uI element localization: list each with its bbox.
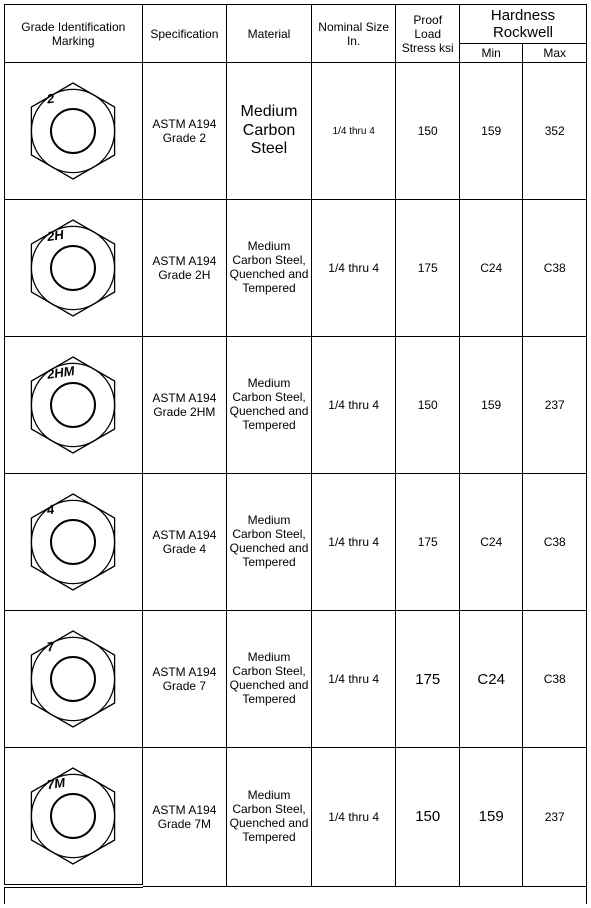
cell-material: Medium Carbon Steel	[227, 63, 312, 200]
table-body: 2 ASTM A194 Grade 2Medium Carbon Steel1/…	[5, 63, 587, 905]
hdr-max: Max	[523, 44, 587, 63]
cell-material: Medium Carbon Steel, Quenched and Temper…	[227, 748, 312, 887]
cell-max: 352	[523, 63, 587, 200]
cell-min: 159	[459, 748, 522, 887]
cell-material: Medium Carbon Steel, Quenched and Temper…	[227, 337, 312, 474]
nut-icon: 7M	[17, 760, 129, 872]
cell-min: C24	[459, 474, 522, 611]
hdr-proof: Proof Load Stress ksi	[396, 5, 459, 63]
cell-spec: ASTM A194 Grade 7M	[142, 748, 227, 887]
hdr-hardness: Hardness Rockwell	[459, 5, 586, 44]
cell-max: C38	[523, 474, 587, 611]
cell-grade-id: 7M	[5, 748, 143, 887]
cell-max: C38	[523, 611, 587, 748]
cell-spec: ASTM A194 Grade 2HM	[142, 337, 227, 474]
cell-nominal: 1/4 thru 4	[311, 474, 396, 611]
cell-proof: 175	[396, 200, 459, 337]
cell-spec: ASTM A194 Grade 2H	[142, 200, 227, 337]
nut-icon: 4	[17, 486, 129, 598]
cell-material: Medium Carbon Steel, Quenched and Temper…	[227, 474, 312, 611]
cell-material: Medium Carbon Steel, Quenched and Temper…	[227, 200, 312, 337]
nut-icon: 2H	[17, 212, 129, 324]
cell-grade-id: 2H	[5, 200, 143, 337]
nut-icon: 2	[17, 75, 129, 187]
cell-min: C24	[459, 611, 522, 748]
hdr-nominal: Nominal Size In.	[311, 5, 396, 63]
cell-nominal: 1/4 thru 4	[311, 63, 396, 200]
table-row: 2 ASTM A194 Grade 2Medium Carbon Steel1/…	[5, 63, 587, 200]
cell-proof: 150	[396, 748, 459, 887]
spacer-row	[5, 886, 587, 904]
nut-icon: 2HM	[17, 349, 129, 461]
nut-icon: 7	[17, 623, 129, 735]
nut-grade-table: Grade Identification Marking Specificati…	[4, 4, 587, 904]
hdr-material: Material	[227, 5, 312, 63]
cell-min: C24	[459, 200, 522, 337]
cell-proof: 150	[396, 337, 459, 474]
cell-grade-id: 2HM	[5, 337, 143, 474]
cell-max: 237	[523, 337, 587, 474]
cell-spec: ASTM A194 Grade 7	[142, 611, 227, 748]
cell-nominal: 1/4 thru 4	[311, 200, 396, 337]
cell-proof: 175	[396, 611, 459, 748]
cell-proof: 175	[396, 474, 459, 611]
nut-mark-label: 2H	[46, 227, 65, 244]
cell-min: 159	[459, 337, 522, 474]
table-row: 2HM ASTM A194 Grade 2HMMedium Carbon Ste…	[5, 337, 587, 474]
hdr-spec: Specification	[142, 5, 227, 63]
cell-grade-id: 4	[5, 474, 143, 611]
cell-max: C38	[523, 200, 587, 337]
cell-max: 237	[523, 748, 587, 887]
nut-mark-label: 7M	[46, 775, 66, 792]
cell-min: 159	[459, 63, 522, 200]
cell-spec: ASTM A194 Grade 4	[142, 474, 227, 611]
hdr-min: Min	[459, 44, 522, 63]
cell-material: Medium Carbon Steel, Quenched and Temper…	[227, 611, 312, 748]
cell-proof: 150	[396, 63, 459, 200]
cell-grade-id: 7	[5, 611, 143, 748]
hdr-grade-id: Grade Identification Marking	[5, 5, 143, 63]
cell-nominal: 1/4 thru 4	[311, 611, 396, 748]
cell-grade-id: 2	[5, 63, 143, 200]
table-row: 7M ASTM A194 Grade 7MMedium Carbon Steel…	[5, 748, 587, 887]
table-row: 7 ASTM A194 Grade 7Medium Carbon Steel, …	[5, 611, 587, 748]
table-row: 2H ASTM A194 Grade 2HMedium Carbon Steel…	[5, 200, 587, 337]
cell-spec: ASTM A194 Grade 2	[142, 63, 227, 200]
table-header: Grade Identification Marking Specificati…	[5, 5, 587, 63]
cell-nominal: 1/4 thru 4	[311, 748, 396, 887]
table-row: 4 ASTM A194 Grade 4Medium Carbon Steel, …	[5, 474, 587, 611]
cell-nominal: 1/4 thru 4	[311, 337, 396, 474]
